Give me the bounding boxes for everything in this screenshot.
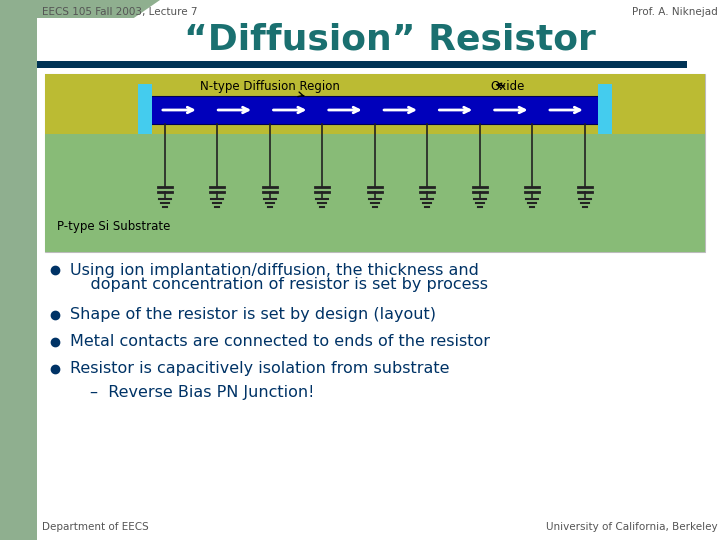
Bar bbox=[45, 74, 705, 134]
Text: “Diffusion” Resistor: “Diffusion” Resistor bbox=[184, 23, 596, 57]
Text: P-type Si Substrate: P-type Si Substrate bbox=[57, 220, 171, 233]
Bar bbox=[45, 74, 705, 252]
Text: N-type Diffusion Region: N-type Diffusion Region bbox=[200, 80, 340, 97]
Bar bbox=[140, 96, 610, 124]
Bar bbox=[598, 84, 612, 134]
Text: Prof. A. Niknejad: Prof. A. Niknejad bbox=[632, 7, 718, 17]
Text: Department of EECS: Department of EECS bbox=[42, 522, 149, 532]
Bar bbox=[37, 61, 687, 68]
Text: –  Reverse Bias PN Junction!: – Reverse Bias PN Junction! bbox=[90, 384, 315, 400]
Text: dopant concentration of resistor is set by process: dopant concentration of resistor is set … bbox=[70, 278, 488, 293]
Text: Metal contacts are connected to ends of the resistor: Metal contacts are connected to ends of … bbox=[70, 334, 490, 349]
Text: Using ion implantation/diffusion, the thickness and: Using ion implantation/diffusion, the th… bbox=[70, 262, 479, 278]
Bar bbox=[0, 0, 37, 540]
Text: University of California, Berkeley: University of California, Berkeley bbox=[546, 522, 718, 532]
Bar bbox=[45, 74, 705, 252]
Text: EECS 105 Fall 2003, Lecture 7: EECS 105 Fall 2003, Lecture 7 bbox=[42, 7, 197, 17]
Text: Oxide: Oxide bbox=[490, 80, 524, 93]
Text: Shape of the resistor is set by design (layout): Shape of the resistor is set by design (… bbox=[70, 307, 436, 322]
Polygon shape bbox=[0, 0, 160, 110]
Text: Resistor is capacitively isolation from substrate: Resistor is capacitively isolation from … bbox=[70, 361, 449, 376]
Bar bbox=[138, 84, 152, 134]
